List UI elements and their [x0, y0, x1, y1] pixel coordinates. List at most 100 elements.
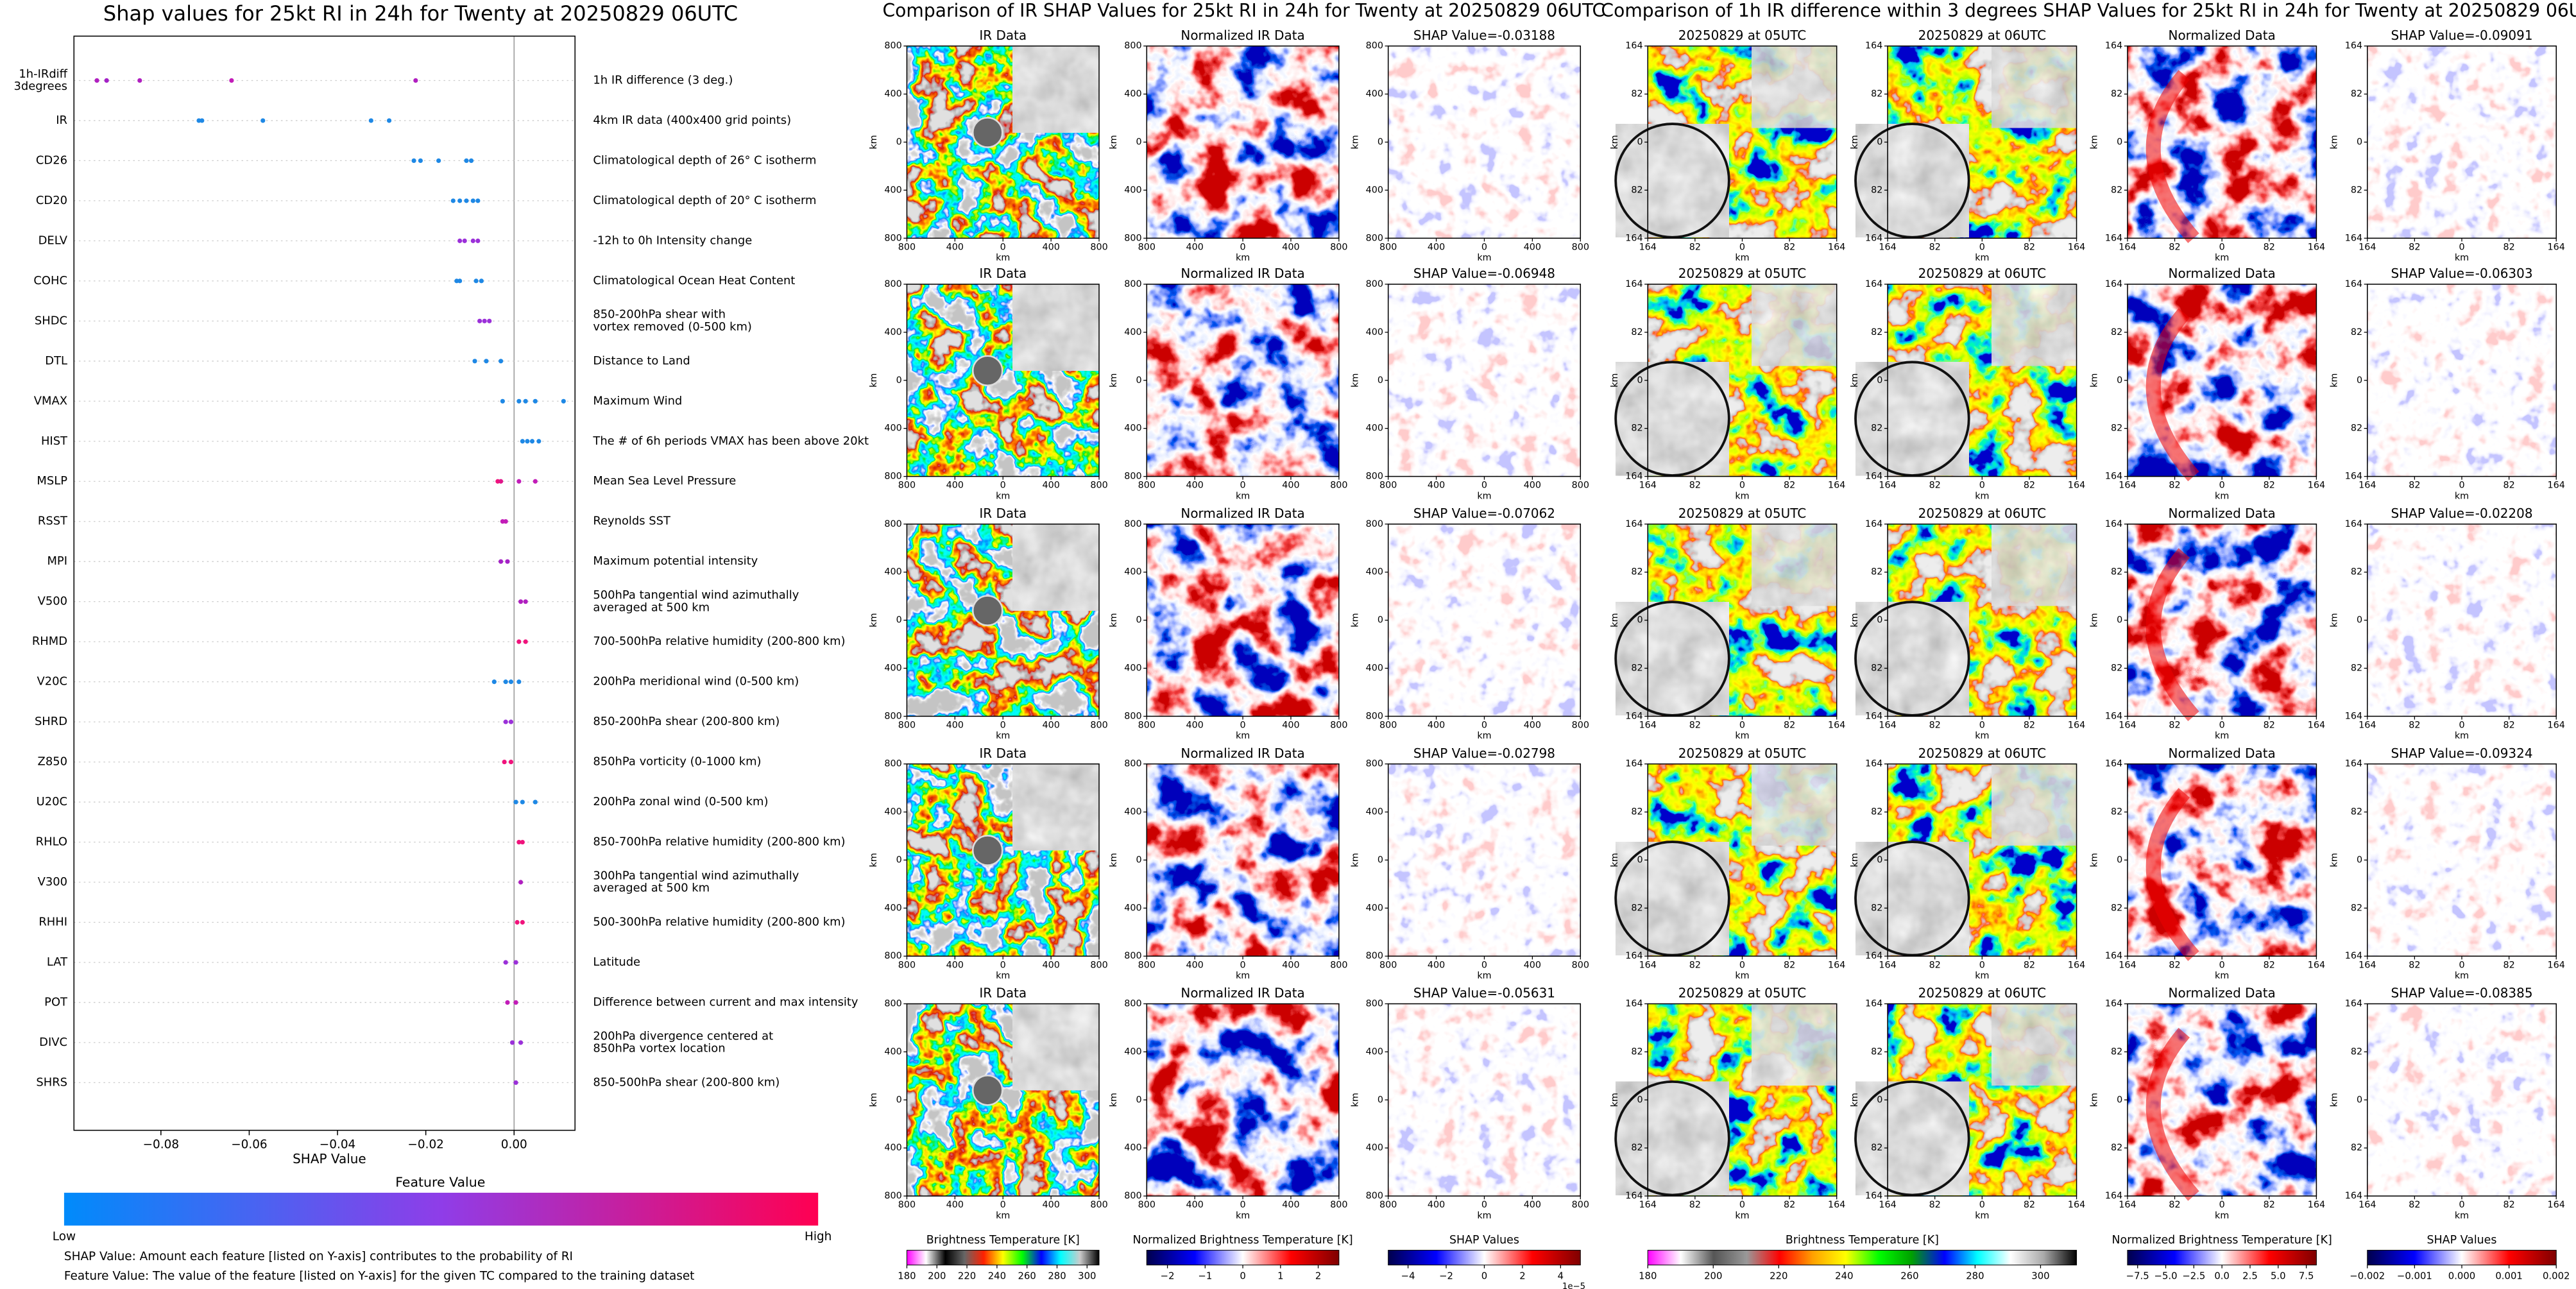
- note: Feature Value: The value of the feature …: [64, 1270, 695, 1283]
- y-tick-label: 82: [1871, 1143, 1882, 1153]
- x-tick-label: 800: [898, 242, 916, 252]
- y-tick-label: 82: [1871, 663, 1882, 674]
- point: [499, 479, 504, 484]
- point: [505, 1000, 510, 1005]
- feature-description: 200hPa divergence centered at: [593, 1029, 773, 1043]
- x-axis-label: km: [2215, 1211, 2229, 1221]
- y-tick-label: 164: [2105, 519, 2122, 529]
- x-tick-label: 0: [1481, 720, 1487, 730]
- x-tick-label: 800: [1138, 242, 1156, 252]
- x-tick-label: 164: [1828, 720, 1845, 730]
- y-axis-label: km: [1850, 373, 1860, 388]
- image-overlay: [1616, 124, 1729, 237]
- y-tick-label: 0: [2357, 137, 2362, 147]
- y-tick-label: 0: [1378, 375, 1383, 386]
- x-tick-label: 164: [1879, 481, 1896, 491]
- point: [470, 238, 475, 243]
- x-tick-label: 800: [1138, 481, 1156, 491]
- colorbar-tick-label: −4: [1401, 1270, 1415, 1282]
- x-tick-label: 164: [1828, 960, 1845, 970]
- x-tick-label: 164: [2068, 242, 2085, 252]
- x-tick-label: 164: [2358, 960, 2376, 970]
- image-overlay: [1752, 1003, 1837, 1086]
- panel-title: SHAP Value=-0.08385: [2391, 986, 2532, 1001]
- y-axis-label: km: [1610, 135, 1620, 149]
- y-tick-label: 164: [1865, 472, 1882, 482]
- point: [516, 679, 522, 685]
- colorbar-label: SHAP Values: [1449, 1234, 1519, 1247]
- feature-description: The # of 6h periods VMAX has been above …: [592, 434, 869, 448]
- y-tick-label: CD20: [36, 194, 67, 207]
- y-axis-label: km: [1350, 135, 1360, 149]
- colorbar: [1388, 1250, 1581, 1266]
- x-tick-label: 82: [1689, 481, 1701, 491]
- panel-title: 20250829 at 05UTC: [1678, 266, 1806, 281]
- y-tick-label: 0: [1877, 855, 1882, 865]
- y-tick-label: 82: [1871, 567, 1882, 577]
- point: [479, 278, 484, 284]
- x-tick-label: 400: [1282, 720, 1299, 730]
- x-tick-label: 0: [2219, 960, 2225, 970]
- y-tick-label: POT: [44, 995, 67, 1009]
- y-tick-label: 0: [1136, 137, 1141, 147]
- y-tick-label: SHRS: [36, 1075, 67, 1089]
- x-axis-label: km: [1236, 1211, 1250, 1221]
- feature-description: Reynolds SST: [593, 515, 670, 528]
- y-tick-label: 0: [1637, 615, 1642, 626]
- colorbar-label: Normalized Brightness Temperature [K]: [1132, 1234, 1352, 1247]
- image-overlay: [1855, 1081, 1969, 1195]
- feature-description: 850-700hPa relative humidity (200-800 km…: [593, 835, 845, 849]
- image: [2367, 764, 2557, 957]
- colorbar-label: Brightness Temperature [K]: [926, 1234, 1080, 1247]
- y-tick-label: 164: [1865, 279, 1882, 289]
- x-tick-label: 164: [2068, 481, 2085, 491]
- x-axis-label: km: [1975, 971, 1989, 981]
- point: [386, 118, 392, 123]
- y-tick-label: 400: [1124, 1046, 1141, 1057]
- y-tick-label: 800: [1124, 41, 1141, 51]
- y-tick-label: SHDC: [35, 314, 67, 327]
- y-tick-label: 800: [1366, 41, 1383, 51]
- colorbar-tick-label: −5.0: [2154, 1270, 2178, 1282]
- y-tick-label: 400: [1124, 1143, 1141, 1153]
- x-tick-label: 400: [1524, 960, 1541, 970]
- y-tick-label: 164: [1865, 951, 1882, 961]
- colorbar-tick-label: −2.5: [2182, 1270, 2205, 1282]
- colorbar-tick-label: 260: [1018, 1270, 1036, 1282]
- y-tick-label: 164: [1865, 519, 1882, 529]
- point: [413, 78, 418, 83]
- x-tick-label: 82: [2264, 1200, 2275, 1210]
- y-axis-label: km: [1109, 853, 1119, 867]
- image-overlay: [1752, 284, 1837, 366]
- point: [482, 318, 487, 323]
- y-tick-label: 0: [1378, 615, 1383, 626]
- y-tick-label: 82: [2111, 1046, 2122, 1057]
- y-tick-label: 400: [884, 89, 901, 99]
- point: [505, 559, 510, 564]
- x-tick-label: 82: [1689, 720, 1701, 730]
- x-tick-label: 800: [1330, 242, 1347, 252]
- y-tick-label: 800: [1366, 233, 1383, 243]
- y-tick-label: 82: [2111, 89, 2122, 99]
- x-tick-label: 400: [1042, 481, 1059, 491]
- y-tick-label: 400: [884, 1046, 901, 1057]
- y-tick-label: 0: [1136, 1095, 1141, 1105]
- x-axis-label: km: [996, 491, 1010, 501]
- colorbar-tick-label: 0.0: [2214, 1270, 2230, 1282]
- point: [436, 158, 441, 164]
- y-tick-label: 164: [2345, 472, 2362, 482]
- colorbar-tick-label: 7.5: [2299, 1270, 2314, 1282]
- feature-description: 850-200hPa shear with: [593, 308, 726, 321]
- colorbar: [1647, 1250, 2077, 1266]
- y-tick-label: 82: [1871, 89, 1882, 99]
- x-axis-label: km: [1975, 253, 1989, 263]
- y-tick-label: 82: [1871, 807, 1882, 817]
- point: [508, 679, 514, 685]
- x-tick-label: 164: [2548, 242, 2565, 252]
- point: [518, 880, 524, 885]
- y-tick-label: 800: [1366, 951, 1383, 961]
